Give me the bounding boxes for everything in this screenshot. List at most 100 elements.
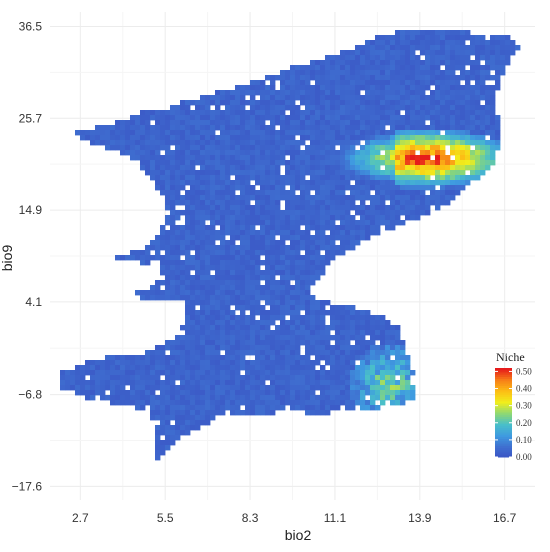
heat-cell	[445, 50, 451, 56]
heat-cell	[375, 350, 381, 356]
heat-cell	[170, 385, 176, 391]
heat-cell	[310, 295, 316, 301]
heat-cell	[280, 180, 286, 186]
heat-cell	[90, 360, 96, 366]
heat-cell	[385, 50, 391, 56]
heat-cell	[255, 195, 261, 201]
heat-cell	[210, 400, 216, 406]
heat-cell	[335, 320, 341, 326]
heat-cell	[315, 110, 321, 116]
heat-cell	[395, 195, 401, 201]
heat-cell	[330, 75, 336, 81]
heat-cell	[245, 350, 251, 356]
heat-cell	[340, 185, 346, 191]
heat-cell	[270, 300, 276, 306]
heat-cell	[445, 155, 451, 161]
heat-cell	[265, 370, 271, 376]
heat-cell	[140, 135, 146, 141]
heat-cell	[265, 265, 271, 271]
heat-cell	[175, 215, 181, 221]
heat-cell	[440, 125, 446, 131]
heat-cell	[350, 215, 356, 221]
heat-cell	[260, 165, 266, 171]
heat-cell	[285, 390, 291, 396]
heat-cell	[200, 220, 206, 226]
heat-cell	[295, 400, 301, 406]
heat-cell	[335, 90, 341, 96]
heat-cell	[460, 30, 466, 36]
heat-cell	[375, 315, 381, 321]
heat-cell	[245, 325, 251, 331]
heat-cell	[365, 95, 371, 101]
heat-cell	[130, 390, 136, 396]
heat-cell	[465, 100, 471, 106]
heat-cell	[305, 180, 311, 186]
heat-cell	[155, 435, 161, 441]
heat-cell	[300, 370, 306, 376]
heat-cell	[290, 65, 296, 71]
heat-cell	[230, 100, 236, 106]
heat-cell	[280, 365, 286, 371]
heat-cell	[160, 450, 166, 456]
heat-cell	[370, 135, 376, 141]
heat-cell	[135, 125, 141, 131]
heat-cell	[230, 235, 236, 241]
heat-cell	[205, 380, 211, 386]
heat-cell	[195, 130, 201, 136]
heat-cell	[255, 175, 261, 181]
heat-cell	[330, 190, 336, 196]
heat-cell	[460, 85, 466, 91]
heat-cell	[375, 405, 381, 411]
heat-cell	[210, 200, 216, 206]
heat-cell	[165, 280, 171, 286]
heat-cell	[185, 390, 191, 396]
heat-cell	[250, 340, 256, 346]
heat-cell	[205, 335, 211, 341]
heat-cell	[410, 80, 416, 86]
heat-cell	[135, 150, 141, 156]
heat-cell	[325, 410, 331, 416]
heat-cell	[325, 390, 331, 396]
heat-cell	[385, 165, 391, 171]
heat-cell	[435, 145, 441, 151]
heat-cell	[135, 395, 141, 401]
heat-cell	[410, 175, 416, 181]
heat-cell	[175, 415, 181, 421]
heat-cell	[165, 400, 171, 406]
heat-cell	[450, 170, 456, 176]
heat-cell	[260, 295, 266, 301]
heat-cell	[330, 200, 336, 206]
heat-cell	[255, 250, 261, 256]
heat-cell	[235, 330, 241, 336]
heat-cell	[215, 185, 221, 191]
heat-cell	[190, 400, 196, 406]
heat-cell	[340, 330, 346, 336]
heat-cell	[250, 80, 256, 86]
heat-cell	[325, 145, 331, 151]
heat-cell	[345, 400, 351, 406]
heat-cell	[460, 70, 466, 76]
heat-cell	[385, 365, 391, 371]
heat-cell	[360, 355, 366, 361]
heat-cell	[380, 190, 386, 196]
heat-cell	[290, 220, 296, 226]
heat-cell	[280, 385, 286, 391]
heat-cell	[240, 200, 246, 206]
x-tick-label: 11.1	[324, 511, 347, 525]
heat-cell	[220, 170, 226, 176]
heat-cell	[460, 45, 466, 51]
heat-cell	[285, 370, 291, 376]
heat-cell	[195, 300, 201, 306]
heat-cell	[485, 145, 491, 151]
heat-cell	[200, 170, 206, 176]
heat-cell	[245, 300, 251, 306]
heat-cell	[315, 135, 321, 141]
heat-cell	[105, 375, 111, 381]
heat-cell	[240, 250, 246, 256]
heat-cell	[395, 185, 401, 191]
heat-cell	[175, 115, 181, 121]
heat-cell	[370, 70, 376, 76]
heat-cell	[385, 150, 391, 156]
heat-cell	[175, 390, 181, 396]
y-axis-label: bio9	[0, 245, 15, 272]
